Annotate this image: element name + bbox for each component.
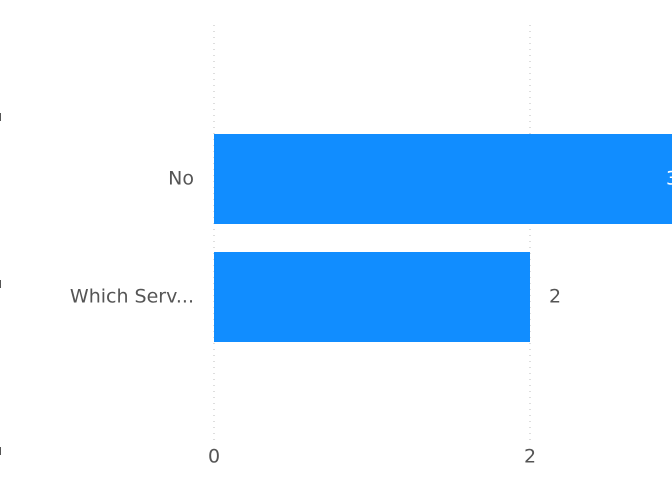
gridlines [213,25,531,440]
bars [214,134,672,342]
category-label: No [168,168,194,190]
x-tick-label: 2 [524,446,536,468]
data-label: 3 [666,168,672,190]
labels: 0 2 No 3 Which Serv... 2 [70,168,672,468]
bar[interactable] [214,252,530,342]
data-label: 2 [549,286,561,308]
x-tick-label: 0 [208,446,220,468]
category-label: Which Serv... [70,286,194,308]
bar[interactable] [214,134,672,224]
